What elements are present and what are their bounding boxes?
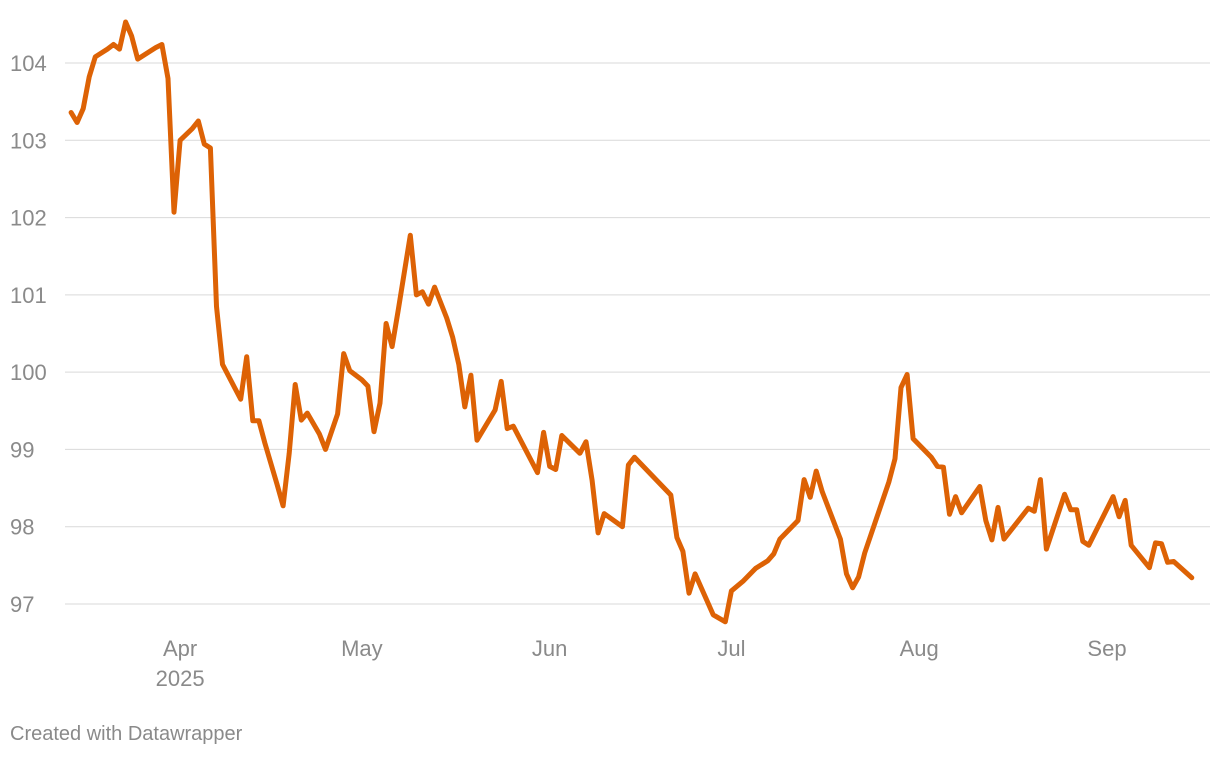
x-tick-label-jun: Jun [532, 636, 567, 661]
y-tick-label: 98 [10, 515, 34, 540]
y-tick-label: 102 [10, 206, 47, 231]
y-tick-label: 103 [10, 128, 47, 153]
y-tick-label: 104 [10, 51, 47, 76]
y-tick-label: 99 [10, 437, 34, 462]
gridlines [65, 62, 1210, 605]
series-line-0 [68, 19, 1195, 625]
datawrapper-credit: Created with Datawrapper [10, 723, 243, 745]
x-tick-label-aug: Aug [900, 636, 939, 661]
x-tick-label-jul: Jul [717, 636, 745, 661]
series-layer [68, 19, 1195, 625]
x-axis-tick-labels: Apr 2025 May Jun Jul Aug Sep [156, 636, 1127, 691]
x-tick-label-may: May [341, 636, 383, 661]
y-axis-tick-labels: 97 98 99 100 101 102 103 104 [10, 51, 47, 617]
x-tick-label-sep: Sep [1087, 636, 1126, 661]
y-tick-label: 101 [10, 283, 47, 308]
y-tick-label: 100 [10, 360, 47, 385]
x-tick-label-apr: Apr [163, 636, 197, 661]
x-tick-year-label: 2025 [156, 666, 205, 691]
y-tick-label: 97 [10, 592, 34, 617]
